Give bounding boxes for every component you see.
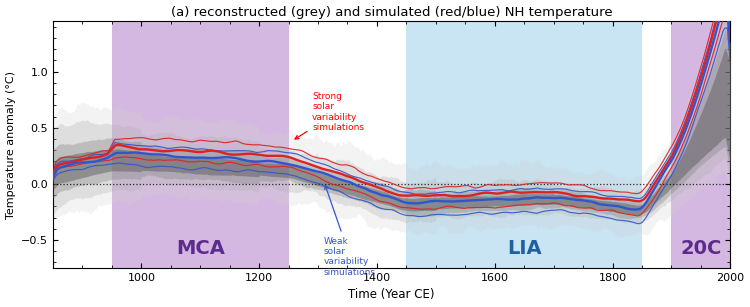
Text: MCA: MCA <box>176 239 225 258</box>
Text: Strong
solar
variability
simulations: Strong solar variability simulations <box>295 92 364 139</box>
Text: 20C: 20C <box>680 239 722 258</box>
Bar <box>671 21 730 268</box>
Text: LIA: LIA <box>507 239 542 258</box>
Text: Weak
solar
variability
simulations: Weak solar variability simulations <box>324 185 376 277</box>
Title: (a) reconstructed (grey) and simulated (red/blue) NH temperature: (a) reconstructed (grey) and simulated (… <box>171 6 613 18</box>
Bar <box>406 21 642 268</box>
X-axis label: Time (Year CE): Time (Year CE) <box>349 289 435 301</box>
Bar <box>112 21 289 268</box>
Y-axis label: Temperature anomaly (°C): Temperature anomaly (°C) <box>5 71 16 219</box>
